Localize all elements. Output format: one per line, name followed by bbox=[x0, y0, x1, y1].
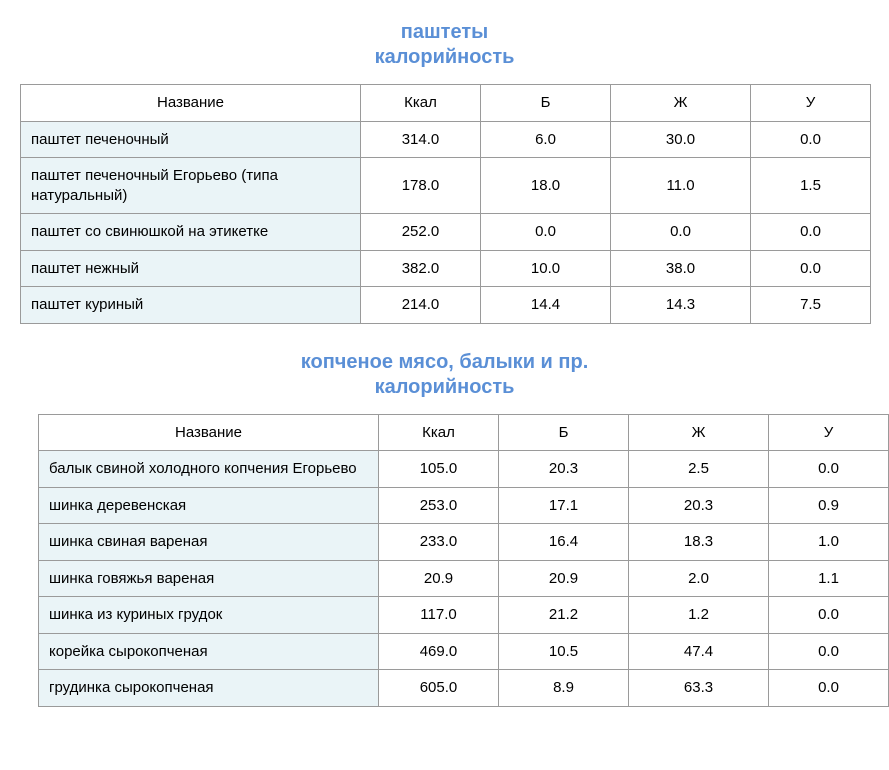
section-title-2: копченое мясо, балыки и пр. калорийность bbox=[20, 350, 869, 400]
cell-zh: 38.0 bbox=[611, 250, 751, 287]
cell-name: паштет куриный bbox=[21, 287, 361, 324]
cell-b: 16.4 bbox=[499, 524, 629, 561]
cell-kcal: 20.9 bbox=[379, 560, 499, 597]
cell-u: 0.0 bbox=[769, 670, 889, 707]
col-header-b: Б bbox=[499, 414, 629, 451]
col-header-kcal: Ккал bbox=[361, 85, 481, 122]
table-pashtet: Название Ккал Б Ж У паштет печеночный 31… bbox=[20, 84, 871, 324]
table-kopchenoe: Название Ккал Б Ж У балык свиной холодно… bbox=[38, 414, 889, 707]
cell-b: 20.3 bbox=[499, 451, 629, 488]
table-row: паштет нежный 382.0 10.0 38.0 0.0 bbox=[21, 250, 871, 287]
cell-u: 0.0 bbox=[769, 451, 889, 488]
cell-u: 0.0 bbox=[769, 633, 889, 670]
table-row: корейка сырокопченая 469.0 10.5 47.4 0.0 bbox=[39, 633, 889, 670]
section-title-2-line1: копченое мясо, балыки и пр. bbox=[301, 351, 589, 373]
table-row: паштет со свинюшкой на этикетке 252.0 0.… bbox=[21, 214, 871, 251]
cell-name: корейка сырокопченая bbox=[39, 633, 379, 670]
col-header-u: У bbox=[769, 414, 889, 451]
table-row: паштет печеночный 314.0 6.0 30.0 0.0 bbox=[21, 121, 871, 158]
section-title-1: паштеты калорийность bbox=[20, 20, 869, 70]
cell-u: 1.0 bbox=[769, 524, 889, 561]
cell-name: паштет со свинюшкой на этикетке bbox=[21, 214, 361, 251]
cell-kcal: 105.0 bbox=[379, 451, 499, 488]
table-header-row: Название Ккал Б Ж У bbox=[39, 414, 889, 451]
cell-u: 0.9 bbox=[769, 487, 889, 524]
cell-name: грудинка сырокопченая bbox=[39, 670, 379, 707]
cell-b: 18.0 bbox=[481, 158, 611, 214]
cell-name: шинка деревенская bbox=[39, 487, 379, 524]
section-title-2-line2: калорийность bbox=[20, 375, 869, 400]
cell-kcal: 253.0 bbox=[379, 487, 499, 524]
cell-b: 6.0 bbox=[481, 121, 611, 158]
cell-kcal: 605.0 bbox=[379, 670, 499, 707]
cell-u: 1.1 bbox=[769, 560, 889, 597]
cell-zh: 18.3 bbox=[629, 524, 769, 561]
cell-kcal: 252.0 bbox=[361, 214, 481, 251]
col-header-zh: Ж bbox=[611, 85, 751, 122]
cell-name: паштет печеночный Егорьево (типа натурал… bbox=[21, 158, 361, 214]
cell-b: 14.4 bbox=[481, 287, 611, 324]
cell-name: балык свиной холодного копчения Егорьево bbox=[39, 451, 379, 488]
cell-name: шинка свиная вареная bbox=[39, 524, 379, 561]
col-header-name: Название bbox=[39, 414, 379, 451]
cell-kcal: 178.0 bbox=[361, 158, 481, 214]
cell-u: 0.0 bbox=[769, 597, 889, 634]
cell-zh: 0.0 bbox=[611, 214, 751, 251]
cell-zh: 14.3 bbox=[611, 287, 751, 324]
cell-zh: 11.0 bbox=[611, 158, 751, 214]
cell-zh: 1.2 bbox=[629, 597, 769, 634]
col-header-u: У bbox=[751, 85, 871, 122]
cell-b: 10.0 bbox=[481, 250, 611, 287]
cell-zh: 20.3 bbox=[629, 487, 769, 524]
col-header-name: Название bbox=[21, 85, 361, 122]
cell-kcal: 469.0 bbox=[379, 633, 499, 670]
cell-kcal: 314.0 bbox=[361, 121, 481, 158]
table-row: шинка свиная вареная 233.0 16.4 18.3 1.0 bbox=[39, 524, 889, 561]
cell-zh: 2.5 bbox=[629, 451, 769, 488]
cell-name: паштет печеночный bbox=[21, 121, 361, 158]
cell-b: 8.9 bbox=[499, 670, 629, 707]
table-row: шинка говяжья вареная 20.9 20.9 2.0 1.1 bbox=[39, 560, 889, 597]
cell-u: 0.0 bbox=[751, 250, 871, 287]
table-row: шинка деревенская 253.0 17.1 20.3 0.9 bbox=[39, 487, 889, 524]
section-title-1-line2: калорийность bbox=[20, 45, 869, 70]
cell-b: 10.5 bbox=[499, 633, 629, 670]
cell-b: 0.0 bbox=[481, 214, 611, 251]
cell-zh: 30.0 bbox=[611, 121, 751, 158]
cell-zh: 63.3 bbox=[629, 670, 769, 707]
table-row: балык свиной холодного копчения Егорьево… bbox=[39, 451, 889, 488]
table-row: паштет куриный 214.0 14.4 14.3 7.5 bbox=[21, 287, 871, 324]
cell-kcal: 382.0 bbox=[361, 250, 481, 287]
col-header-zh: Ж bbox=[629, 414, 769, 451]
cell-kcal: 117.0 bbox=[379, 597, 499, 634]
table-row: грудинка сырокопченая 605.0 8.9 63.3 0.0 bbox=[39, 670, 889, 707]
cell-zh: 47.4 bbox=[629, 633, 769, 670]
cell-u: 0.0 bbox=[751, 214, 871, 251]
cell-kcal: 214.0 bbox=[361, 287, 481, 324]
cell-u: 1.5 bbox=[751, 158, 871, 214]
table-row: шинка из куриных грудок 117.0 21.2 1.2 0… bbox=[39, 597, 889, 634]
cell-zh: 2.0 bbox=[629, 560, 769, 597]
col-header-kcal: Ккал bbox=[379, 414, 499, 451]
cell-u: 0.0 bbox=[751, 121, 871, 158]
table-row: паштет печеночный Егорьево (типа натурал… bbox=[21, 158, 871, 214]
cell-kcal: 233.0 bbox=[379, 524, 499, 561]
col-header-b: Б bbox=[481, 85, 611, 122]
table-header-row: Название Ккал Б Ж У bbox=[21, 85, 871, 122]
cell-name: шинка говяжья вареная bbox=[39, 560, 379, 597]
section-title-1-line1: паштеты bbox=[401, 21, 488, 43]
cell-b: 20.9 bbox=[499, 560, 629, 597]
cell-name: паштет нежный bbox=[21, 250, 361, 287]
cell-name: шинка из куриных грудок bbox=[39, 597, 379, 634]
cell-b: 21.2 bbox=[499, 597, 629, 634]
cell-u: 7.5 bbox=[751, 287, 871, 324]
cell-b: 17.1 bbox=[499, 487, 629, 524]
